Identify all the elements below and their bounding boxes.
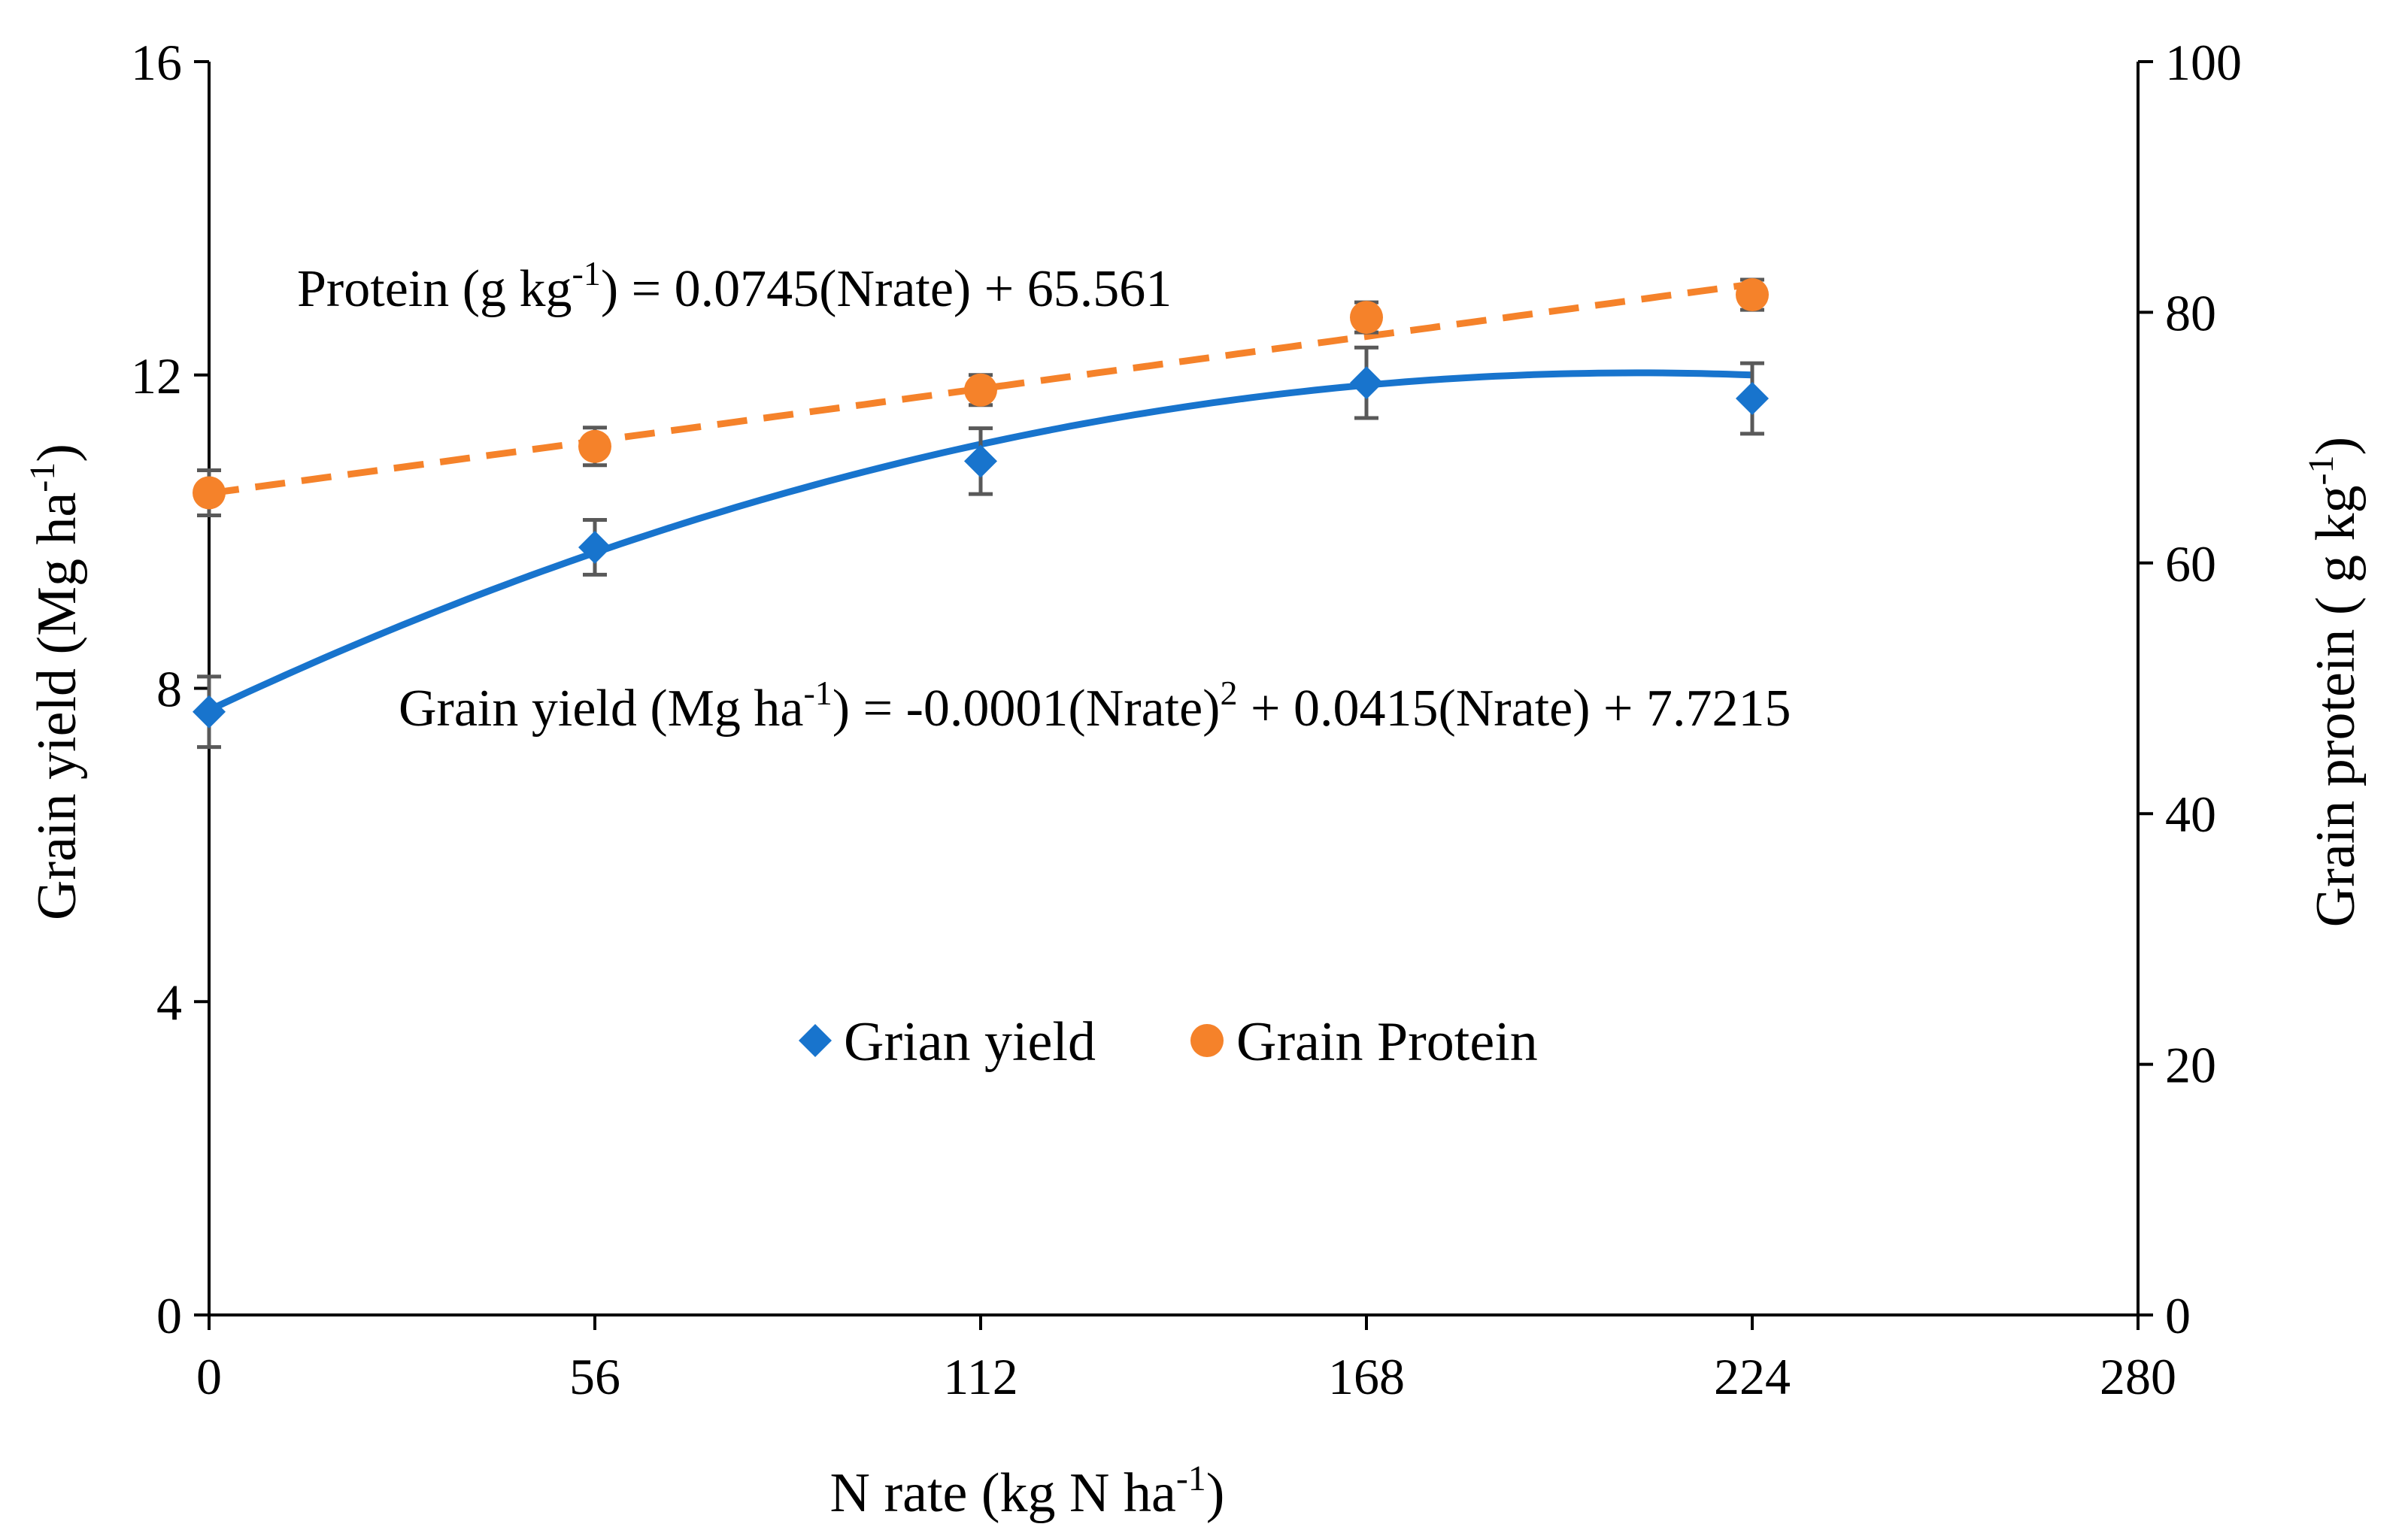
yield-point	[578, 530, 611, 564]
y-axis-left-title: Grain yield (Mg ha-1)	[23, 444, 88, 920]
y-right-tick-label: 40	[2165, 786, 2216, 843]
x-axis-title: N rate (kg N ha-1)	[830, 1459, 1225, 1524]
y-left-tick-label: 4	[156, 974, 182, 1031]
protein-trendline	[208, 280, 1753, 497]
x-tick-label: 0	[196, 1348, 222, 1405]
y-axis-right-title: Grain protein ( g kg-1)	[2301, 437, 2367, 927]
x-tick-label: 224	[1714, 1348, 1791, 1405]
legend-circle-marker	[1190, 1024, 1224, 1057]
y-left-tick-label: 16	[131, 34, 182, 91]
protein-point	[1736, 278, 1769, 312]
y-left-tick-label: 8	[156, 661, 182, 718]
y-left-tick-label: 12	[131, 347, 182, 404]
y-right-tick-label: 60	[2165, 535, 2216, 592]
protein-point	[964, 373, 997, 407]
yield-point	[1736, 382, 1769, 416]
protein-point	[578, 429, 611, 463]
trendlines	[208, 280, 1753, 713]
error-bars	[197, 277, 1764, 750]
y-right-tick-label: 100	[2165, 34, 2242, 91]
legend: Grian yield Grain Protein	[799, 1011, 1538, 1073]
yield-trendline	[208, 369, 1753, 713]
yield-equation: Grain yield (Mg ha-1) = -0.0001(Nrate)2 …	[399, 674, 1791, 738]
legend-label-grain-protein: Grain Protein	[1236, 1011, 1538, 1073]
yield-point	[1350, 366, 1383, 400]
legend-label-grain-yield: Grian yield	[844, 1011, 1096, 1073]
x-tick-label: 112	[943, 1348, 1017, 1405]
x-tick-label: 168	[1328, 1348, 1405, 1405]
data-markers	[193, 278, 1769, 729]
protein-equation: Protein (g kg-1) = 0.0745(Nrate) + 65.56…	[297, 254, 1172, 318]
yield-point	[964, 444, 997, 478]
legend-diamond-marker	[799, 1024, 832, 1057]
y-right-tick-label: 20	[2165, 1037, 2216, 1094]
protein-point	[193, 476, 226, 510]
x-tick-label: 280	[2100, 1348, 2176, 1405]
protein-point	[1350, 301, 1383, 335]
y-right-tick-label: 0	[2165, 1287, 2191, 1344]
yield-point	[193, 695, 226, 729]
y-left-tick-label: 0	[156, 1287, 182, 1344]
y-right-tick-label: 80	[2165, 284, 2216, 341]
x-tick-label: 56	[569, 1348, 620, 1405]
